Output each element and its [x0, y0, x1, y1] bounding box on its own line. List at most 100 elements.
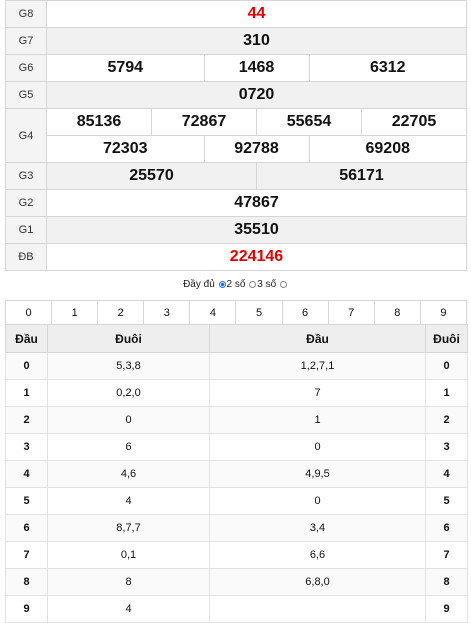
- header-dau: Đầu: [209, 324, 426, 353]
- loto-key: 0: [425, 352, 468, 380]
- loto-key: 4: [5, 460, 48, 488]
- prize-label: G2: [5, 189, 47, 217]
- prize-value: 72303: [46, 135, 205, 163]
- loto-duoi: 0: [47, 406, 210, 434]
- row-g8: G8 44: [5, 0, 467, 28]
- prize-value: 47867: [46, 189, 467, 217]
- loto-dau: 0: [209, 487, 426, 515]
- loto-key: 1: [5, 379, 48, 407]
- prize-label: G5: [5, 81, 47, 109]
- loto-key: 8: [425, 568, 468, 596]
- row-g4-a: G4 85136 72867 55654 22705: [5, 108, 467, 163]
- loto-key: 3: [425, 433, 468, 461]
- loto-row: 8 8 6,8,0 8: [5, 568, 468, 596]
- loto-key: 9: [425, 595, 468, 623]
- loto-row: 0 5,3,8 1,2,7,1 0: [5, 352, 468, 380]
- row-g2: G2 47867: [5, 189, 467, 217]
- digit-filter-1[interactable]: 1: [51, 300, 99, 326]
- loto-key: 0: [5, 352, 48, 380]
- option-two-label[interactable]: 2 số: [226, 279, 246, 290]
- prize-value: 0720: [46, 81, 467, 109]
- loto-duoi: 5,3,8: [47, 352, 210, 380]
- prize-label: G8: [5, 0, 47, 28]
- loto-dau: [209, 595, 426, 623]
- loto-dau: 1: [209, 406, 426, 434]
- prize-label: G3: [5, 162, 47, 190]
- loto-key: 9: [5, 595, 48, 623]
- loto-dau: 7: [209, 379, 426, 407]
- digit-filter-bar: 0 1 2 3 4 5 6 7 8 9: [4, 300, 468, 326]
- digit-filter-2[interactable]: 2: [97, 300, 145, 326]
- prize-label: G1: [5, 216, 47, 244]
- prize-value: 56171: [256, 162, 467, 190]
- header-duoi: Đuôi: [47, 324, 210, 353]
- loto-key: 8: [5, 568, 48, 596]
- digit-filter-8[interactable]: 8: [373, 300, 421, 326]
- prize-value: 85136: [46, 108, 152, 136]
- loto-header: Đầu Đuôi Đầu Đuôi: [5, 324, 468, 353]
- header-duoi: Đuôi: [425, 324, 468, 353]
- loto-duoi: 4: [47, 595, 210, 623]
- loto-key: 7: [5, 541, 48, 569]
- row-db: ĐB 224146: [5, 243, 467, 271]
- display-options: Đầy đủ 2 số 3 số: [0, 279, 471, 290]
- loto-key: 6: [425, 514, 468, 542]
- loto-dau: 6,8,0: [209, 568, 426, 596]
- loto-key: 5: [5, 487, 48, 515]
- loto-key: 5: [425, 487, 468, 515]
- loto-duoi: 4: [47, 487, 210, 515]
- digit-filter-5[interactable]: 5: [235, 300, 283, 326]
- prize-value: 25570: [46, 162, 257, 190]
- prize-value: 1468: [203, 54, 310, 82]
- loto-duoi: 4,6: [47, 460, 210, 488]
- results-table: G8 44 G7 310 G6 5794 1468 6312 G5 0720 G…: [5, 0, 467, 271]
- digit-filter-9[interactable]: 9: [419, 300, 468, 326]
- prize-label: G6: [5, 54, 47, 82]
- loto-dau: 1,2,7,1: [209, 352, 426, 380]
- prize-value: 6312: [308, 54, 467, 82]
- loto-table: Đầu Đuôi Đầu Đuôi 0 5,3,8 1,2,7,1 0 1 0,2,0 7…: [5, 324, 468, 623]
- loto-key: 1: [425, 379, 468, 407]
- loto-duoi: 0,1: [47, 541, 210, 569]
- digit-filter-0[interactable]: 0: [4, 300, 53, 326]
- row-g3: G3 25570 56171: [5, 162, 467, 190]
- prize-value: 35510: [46, 216, 467, 244]
- digit-filter-6[interactable]: 6: [281, 300, 329, 326]
- prize-value: 22705: [361, 108, 467, 136]
- loto-row: 7 0,1 6,6 7: [5, 541, 468, 569]
- loto-key: 7: [425, 541, 468, 569]
- loto-row: 6 8,7,7 3,4 6: [5, 514, 468, 542]
- loto-dau: 0: [209, 433, 426, 461]
- radio-two-digits[interactable]: [218, 281, 226, 288]
- loto-duoi: 8,7,7: [47, 514, 210, 542]
- loto-key: 6: [5, 514, 48, 542]
- loto-key: 2: [425, 406, 468, 434]
- prize-value: 92788: [203, 135, 310, 163]
- prize-value: 69208: [308, 135, 467, 163]
- radio-three-digits[interactable]: [249, 281, 257, 288]
- prize-value: 44: [46, 0, 467, 28]
- digit-filter-7[interactable]: 7: [327, 300, 375, 326]
- header-dau: Đầu: [5, 324, 48, 353]
- option-three-label[interactable]: 3 số: [257, 279, 277, 290]
- radio-full[interactable]: [279, 281, 287, 288]
- row-g5: G5 0720: [5, 81, 467, 109]
- loto-row: 1 0,2,0 7 1: [5, 379, 468, 407]
- prize-value: 55654: [256, 108, 362, 136]
- prize-label: G4: [5, 108, 47, 163]
- loto-key: 4: [425, 460, 468, 488]
- digit-filter-3[interactable]: 3: [143, 300, 191, 326]
- loto-duoi: 6: [47, 433, 210, 461]
- prize-label: G7: [5, 27, 47, 55]
- special-prize-value: 224146: [46, 243, 467, 271]
- row-g7: G7 310: [5, 27, 467, 55]
- prize-label: ĐB: [5, 243, 47, 271]
- option-full-label[interactable]: Đầy đủ: [183, 279, 215, 290]
- loto-dau: 6,6: [209, 541, 426, 569]
- loto-dau: 3,4: [209, 514, 426, 542]
- digit-filter-4[interactable]: 4: [189, 300, 237, 326]
